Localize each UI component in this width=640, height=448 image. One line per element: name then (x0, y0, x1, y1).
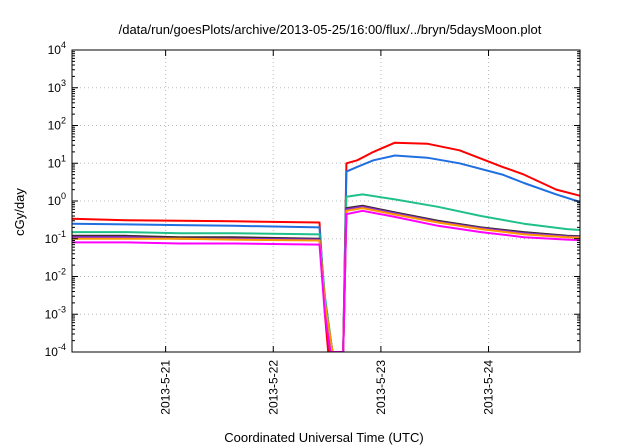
x-tick-label: 2013-5-21 (159, 360, 173, 415)
y-tick-label: 100 (48, 191, 66, 208)
y-tick-label: 10-1 (45, 229, 66, 246)
series-line-3 (72, 193, 580, 352)
y-tick-label: 10-2 (45, 267, 66, 284)
x-axis: 2013-5-21 2013-5-22 2013-5-23 2013-5-24 (159, 50, 496, 415)
y-tick-label: 101 (48, 153, 66, 170)
series-line-5 (72, 205, 580, 352)
y-tick-label: 10-4 (45, 342, 66, 359)
x-tick-label: 2013-5-23 (374, 360, 388, 415)
series-line-6 (72, 207, 580, 352)
x-axis-title: Coordinated Universal Time (UTC) (224, 430, 423, 445)
series-line-1 (72, 141, 580, 352)
series-line-2 (72, 154, 580, 352)
chart-title: /data/run/goesPlots/archive/2013-05-25/1… (119, 22, 542, 37)
y-axis-title: cGy/day (12, 188, 27, 236)
y-tick-label: 103 (48, 78, 66, 95)
series-line-7 (72, 209, 580, 352)
y-tick-label: 10-3 (45, 304, 66, 321)
y-tick-label: 102 (48, 116, 66, 133)
y-axis: 10-4 10-3 10-2 10-1 100 101 102 103 104 (45, 40, 580, 359)
y-tick-label: 104 (48, 40, 66, 57)
x-tick-label: 2013-5-24 (482, 360, 496, 415)
x-tick-label: 2013-5-22 (266, 360, 280, 415)
series-layer (72, 141, 580, 352)
